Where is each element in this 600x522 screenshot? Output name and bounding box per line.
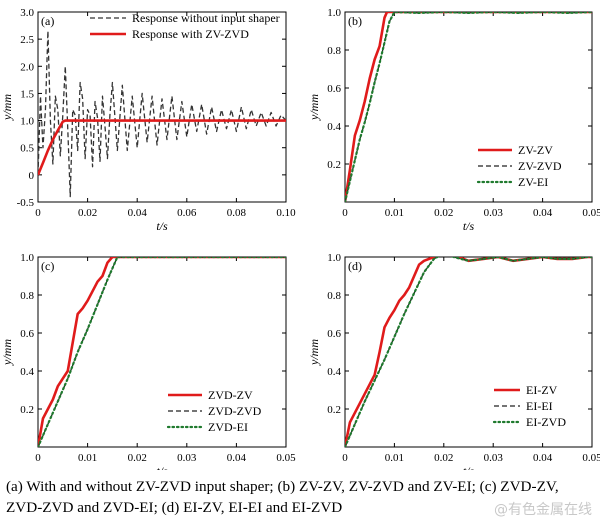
x-tick-label: 0.01: [385, 207, 404, 219]
legend-entry: EI-ZVD: [526, 415, 566, 429]
panel-label: (a): [41, 14, 54, 28]
y-axis-label: y/mm: [0, 339, 14, 366]
y-tick-label: 2.0: [20, 61, 34, 73]
panel-label: (d): [348, 259, 362, 273]
x-axis-label: t/s: [463, 464, 475, 470]
x-tick-label: 0.04: [227, 452, 247, 464]
x-tick-label: 0.04: [128, 207, 148, 219]
y-tick-label: 1.0: [20, 252, 34, 264]
figure: 0 0.02 0.04 0.06 0.08 0.10-0.500.51.01.52.02.…: [0, 7, 600, 470]
panel-label: (b): [348, 14, 362, 28]
x-tick-label: 0.10: [276, 207, 296, 219]
legend-entry: Response without input shaper: [132, 11, 280, 25]
series-line-response-with-zv-zvd: [38, 119, 286, 176]
plot-frame: [37, 256, 287, 448]
y-tick-label: 3.0: [20, 7, 34, 19]
series-line-zv-zv: [345, 12, 592, 202]
legend-entry: ZV-ZV: [518, 143, 553, 157]
y-tick-label: 0.6: [327, 83, 341, 95]
y-tick-label: 0.4: [327, 366, 341, 378]
y-tick-label: 0.5: [20, 143, 34, 155]
panel-label: (c): [41, 259, 54, 273]
series-line-zvd-ei: [38, 257, 286, 447]
legend-entry: ZV-ZVD: [518, 159, 562, 173]
watermark: @有色金属在线: [494, 502, 592, 518]
x-tick-label: 0.01: [78, 452, 97, 464]
series-line-zvd-zvd: [38, 257, 286, 447]
x-tick-label: 0: [35, 452, 41, 464]
y-tick-label: 0.6: [327, 328, 341, 340]
x-axis-label: t/s: [463, 219, 475, 233]
y-tick-label: -0.5: [17, 197, 35, 209]
chart-panel-c: 0 0.01 0.02 0.03 0.04 0.05 0.2 0.4 0.6 0.8 1.0 t/s y…: [0, 252, 296, 470]
series-line-zv-ei: [345, 12, 592, 202]
series-line-ei-zvd: [345, 257, 592, 447]
y-tick-label: 0.6: [20, 328, 34, 340]
x-tick-label: 0.03: [484, 452, 504, 464]
series-line-response-without-input-shaper: [38, 30, 286, 198]
chart-panel-b: 0 0.01 0.02 0.03 0.04 0.05 0.2 0.4 0.6 0.8 1.0 t/s y…: [307, 7, 600, 233]
figure-caption: (a) With and without ZV-ZVD input shaper…: [6, 478, 559, 516]
y-axis-label: y/mm: [307, 339, 321, 366]
y-tick-label: 0.8: [327, 290, 341, 302]
x-axis-label: t/s: [156, 219, 168, 233]
y-tick-label: 0.8: [20, 290, 34, 302]
x-tick-label: 0.06: [177, 207, 197, 219]
plot-frame: [344, 11, 593, 203]
legend-entry: Response with ZV-ZVD: [132, 27, 249, 41]
y-tick-label: 0.4: [20, 366, 34, 378]
y-tick-label: 0: [29, 170, 35, 182]
x-tick-label: 0.04: [533, 207, 553, 219]
x-tick-label: 0.03: [484, 207, 504, 219]
x-tick-label: 0.04: [533, 452, 553, 464]
chart-panel-a: 0 0.02 0.04 0.06 0.08 0.10-0.500.51.01.52.02.…: [0, 7, 296, 233]
y-tick-label: 1.0: [20, 116, 34, 128]
legend-entry: ZV-EI: [518, 175, 548, 189]
y-tick-label: 0.2: [20, 404, 34, 416]
x-tick-label: 0.03: [177, 452, 197, 464]
y-tick-label: 0.8: [327, 45, 341, 57]
x-tick-label: 0: [342, 452, 348, 464]
x-tick-label: 0: [35, 207, 41, 219]
y-axis-label: y/mm: [307, 94, 321, 121]
chart-panel-d: 0 0.01 0.02 0.03 0.04 0.05 0.2 0.4 0.6 0.8 1.0 t/s y…: [307, 252, 600, 470]
legend-entry: EI-EI: [526, 399, 553, 413]
x-tick-label: 0.05: [582, 207, 600, 219]
x-tick-label: 0.08: [227, 207, 247, 219]
series-line-zvd-zv: [38, 257, 286, 447]
x-tick-label: 0.02: [434, 452, 453, 464]
y-axis-label: y/mm: [0, 94, 14, 121]
legend-entry: ZVD-EI: [208, 420, 248, 434]
x-tick-label: 0.02: [128, 452, 147, 464]
y-tick-label: 0.2: [327, 404, 341, 416]
y-tick-label: 1.5: [20, 88, 34, 100]
x-axis-label: t/s: [156, 464, 168, 470]
x-tick-label: 0: [342, 207, 348, 219]
y-tick-label: 1.0: [327, 252, 341, 264]
legend-entry: ZVD-ZV: [208, 388, 253, 402]
x-tick-label: 0.05: [276, 452, 296, 464]
y-tick-label: 0.4: [327, 121, 341, 133]
legend-entry: EI-ZV: [526, 383, 558, 397]
x-tick-label: 0.02: [78, 207, 97, 219]
legend-entry: ZVD-ZVD: [208, 404, 262, 418]
series-line-zv-zvd: [345, 12, 592, 202]
y-tick-label: 1.0: [327, 7, 341, 19]
x-tick-label: 0.02: [434, 207, 453, 219]
x-tick-label: 0.01: [385, 452, 404, 464]
plot-frame: [37, 11, 287, 203]
plot-frame: [344, 256, 593, 448]
y-tick-label: 2.5: [20, 34, 34, 46]
y-tick-label: 0.2: [327, 159, 341, 171]
x-tick-label: 0.05: [582, 452, 600, 464]
